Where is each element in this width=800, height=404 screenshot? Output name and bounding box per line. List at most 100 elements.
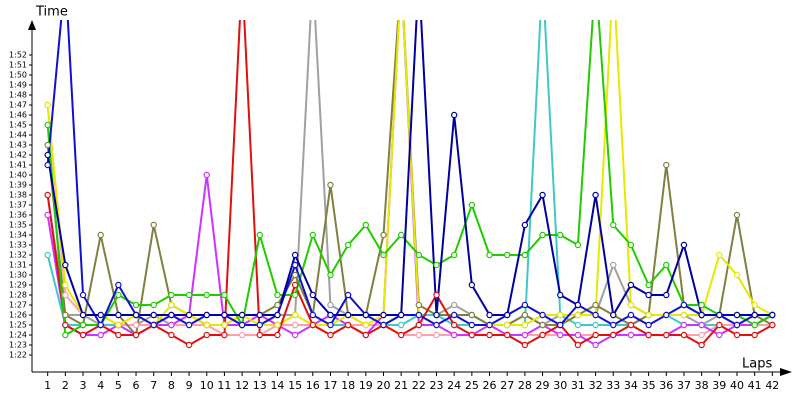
point (62, 261, 69, 269)
point (733, 311, 741, 319)
point (769, 321, 776, 329)
point (44, 151, 51, 159)
x-tick-label: 18 (341, 379, 355, 392)
point (115, 331, 122, 339)
x-tick-label: 12 (235, 379, 249, 392)
point (168, 331, 175, 339)
x-tick-label: 24 (447, 379, 461, 392)
point (274, 311, 281, 319)
x-tick-label: 15 (288, 379, 302, 392)
plot-area (44, 20, 776, 349)
point (610, 321, 617, 329)
point (168, 291, 175, 299)
y-tick-label: 1:38 (9, 191, 27, 200)
point (592, 301, 599, 309)
point (44, 251, 51, 259)
point (397, 311, 405, 319)
point (62, 321, 69, 329)
point (44, 191, 51, 199)
point (397, 321, 405, 329)
point (44, 101, 51, 109)
x-tick-label: 28 (518, 379, 532, 392)
y-axis-label: Time (35, 5, 68, 20)
point (751, 311, 758, 319)
y-tick-label: 1:32 (9, 251, 27, 260)
point (291, 281, 299, 289)
point (150, 311, 157, 319)
point (97, 321, 104, 329)
point (397, 331, 405, 339)
point (168, 321, 175, 329)
point (716, 251, 723, 259)
point (610, 221, 617, 229)
point (627, 311, 635, 319)
point (362, 221, 370, 229)
point (751, 321, 758, 329)
point (610, 261, 617, 269)
y-tick-label: 1:52 (9, 51, 27, 60)
y-tick-label: 1:45 (9, 121, 27, 130)
x-tick-label: 13 (253, 379, 267, 392)
point (256, 321, 263, 329)
x-tick-label: 23 (430, 379, 444, 392)
point (291, 261, 299, 269)
x-tick-label: 37 (677, 379, 691, 392)
point (238, 331, 246, 339)
point (203, 331, 210, 339)
point (433, 261, 440, 269)
y-tick-label: 1:40 (9, 171, 27, 180)
point (698, 311, 705, 319)
point (362, 321, 370, 329)
point (716, 331, 723, 339)
y-tick-label: 1:25 (9, 321, 27, 330)
point (344, 241, 352, 249)
point (751, 331, 758, 339)
y-tick-label: 1:26 (9, 311, 27, 320)
x-tick-label: 3 (80, 379, 87, 392)
point (132, 301, 140, 309)
point (645, 311, 652, 319)
y-tick-label: 1:41 (9, 161, 27, 170)
point (627, 241, 635, 249)
point (433, 321, 440, 329)
point (62, 311, 69, 319)
point (344, 291, 352, 299)
y-tick-label: 1:37 (9, 201, 27, 210)
y-tick-label: 1:34 (9, 231, 27, 240)
point (521, 331, 529, 339)
point (309, 311, 316, 319)
point (645, 331, 652, 339)
point (663, 161, 670, 169)
point (44, 211, 51, 219)
point (150, 301, 157, 309)
point (132, 321, 140, 329)
x-tick-label: 34 (624, 379, 638, 392)
y-tick-label: 1:44 (9, 131, 27, 140)
y-tick-label: 1:27 (9, 301, 27, 310)
point (610, 331, 617, 339)
y-tick-label: 1:35 (9, 221, 27, 230)
point (79, 331, 87, 339)
point (468, 331, 476, 339)
point (344, 311, 352, 319)
point (327, 321, 334, 329)
point (433, 291, 440, 299)
point (521, 321, 529, 329)
point (486, 331, 493, 339)
x-tick-label: 26 (483, 379, 497, 392)
point (327, 271, 334, 279)
x-tick-label: 19 (359, 379, 373, 392)
y-tick-label: 1:30 (9, 271, 27, 280)
point (380, 311, 387, 319)
point (680, 241, 688, 249)
x-tick-label: 9 (186, 379, 193, 392)
point (362, 311, 370, 319)
point (592, 321, 599, 329)
point (44, 121, 51, 129)
point (698, 301, 705, 309)
point (309, 291, 316, 299)
point (115, 311, 122, 319)
point (468, 201, 476, 209)
point (557, 291, 564, 299)
